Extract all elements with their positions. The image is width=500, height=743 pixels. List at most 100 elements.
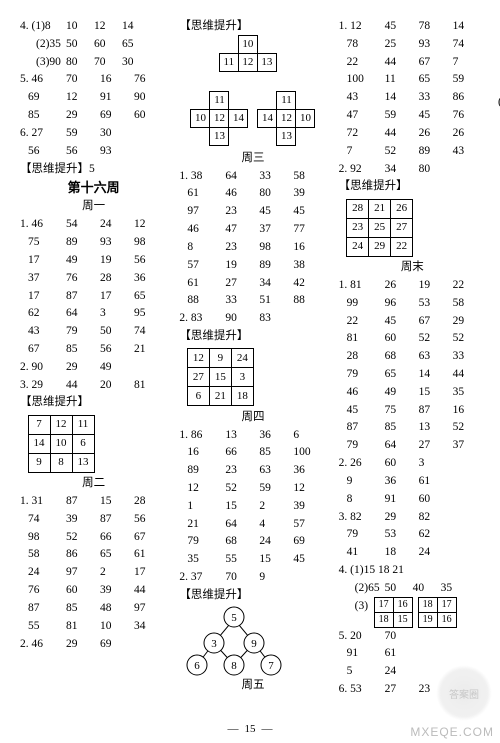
cell: 8 <box>50 453 73 473</box>
num: 48 <box>100 600 134 618</box>
num: 90 <box>134 89 168 107</box>
section-heading: 【思维提升】 <box>339 178 486 196</box>
num: 57 <box>179 257 225 275</box>
num: 85 <box>66 600 100 618</box>
num: 52 <box>453 419 487 437</box>
num: 80 <box>419 161 453 179</box>
num: 26 <box>453 125 487 143</box>
num: 13 <box>225 427 259 445</box>
num: 40 <box>413 580 441 598</box>
num: 34 <box>385 161 419 179</box>
num: 39 <box>100 582 134 600</box>
num: 45 <box>293 203 327 221</box>
num: 35 <box>179 551 225 569</box>
section-heading: 【思维提升】 <box>179 328 326 346</box>
num: 12 <box>134 216 168 234</box>
num: 12 <box>66 89 100 107</box>
num: 93 <box>419 36 453 54</box>
item-label: 2. 46 <box>20 636 66 654</box>
num: 10 <box>66 18 94 36</box>
num: 85 <box>66 341 100 359</box>
num: 87 <box>66 288 100 306</box>
num: 58 <box>293 168 327 186</box>
num: 16 <box>293 239 327 257</box>
cell: 9 <box>28 453 51 473</box>
num: 59 <box>453 71 487 89</box>
num: 17 <box>100 288 134 306</box>
num: 59 <box>385 107 419 125</box>
cell: 11 <box>276 91 296 110</box>
num: 22 <box>339 313 385 331</box>
item-label: 1. 46 <box>20 216 66 234</box>
num: 81 <box>134 377 168 395</box>
num: 46 <box>179 221 225 239</box>
num: 7 <box>339 143 385 161</box>
num: 14 <box>453 18 487 36</box>
num: 23 <box>225 462 259 480</box>
num: 65 <box>122 36 150 54</box>
num: 67 <box>134 529 168 547</box>
num: 61 <box>179 185 225 203</box>
num: 23 <box>225 203 259 221</box>
num: 44 <box>385 54 419 72</box>
num: 60 <box>134 107 168 125</box>
magic-square: 12924 27153 62118 <box>187 349 326 406</box>
num: 45 <box>293 551 327 569</box>
cell: 23 <box>346 218 369 238</box>
num: 64 <box>385 437 419 455</box>
num: 45 <box>385 18 419 36</box>
num: 17 <box>20 252 66 270</box>
num: 99 <box>339 295 385 313</box>
tree-node: 3 <box>212 638 218 650</box>
cell: 12 <box>187 348 210 368</box>
num: 64 <box>225 168 259 186</box>
num: 43 <box>339 89 385 107</box>
num: 87 <box>20 600 66 618</box>
num: 91 <box>100 89 134 107</box>
cell: 9 <box>209 348 232 368</box>
num: 89 <box>259 257 293 275</box>
num: 29 <box>66 636 100 654</box>
num: 18 <box>385 544 419 562</box>
num: 59 <box>66 125 100 143</box>
num: 15 <box>419 384 453 402</box>
num: 44 <box>385 125 419 143</box>
num: 29 <box>453 313 487 331</box>
cell: 27 <box>187 367 210 387</box>
item-label: 4. (1)8 <box>20 18 66 36</box>
num: 62 <box>20 305 66 323</box>
num: 58 <box>20 546 66 564</box>
num: 47 <box>339 107 385 125</box>
num: 25 <box>385 36 419 54</box>
num: 36 <box>293 462 327 480</box>
num: 80 <box>259 185 293 203</box>
num: 77 <box>293 221 327 239</box>
num: 27 <box>385 681 419 699</box>
num: 56 <box>134 252 168 270</box>
num: 19 <box>100 252 134 270</box>
num: 28 <box>339 348 385 366</box>
item-label: 5. 46 <box>20 71 66 89</box>
num: 100 <box>339 71 385 89</box>
item-label: 2. 92 <box>339 161 385 179</box>
num: 52 <box>453 330 487 348</box>
num: 2 <box>100 564 134 582</box>
num: 45 <box>259 203 293 221</box>
num: 53 <box>419 295 453 313</box>
num: 39 <box>293 498 327 516</box>
num: 49 <box>385 384 419 402</box>
num: 91 <box>385 491 419 509</box>
num: 97 <box>179 203 225 221</box>
num: 74 <box>453 36 487 54</box>
cell: 24 <box>231 348 254 368</box>
num: 24 <box>419 544 453 562</box>
num: 47 <box>225 221 259 239</box>
num: 62 <box>419 526 453 544</box>
watermark-text: MXEQE.COM <box>410 725 494 739</box>
num: 64 <box>225 516 259 534</box>
num: 21 <box>179 516 225 534</box>
num: 42 <box>293 275 327 293</box>
num: 69 <box>100 107 134 125</box>
num: 78 <box>419 18 453 36</box>
cell: 27 <box>390 218 413 238</box>
